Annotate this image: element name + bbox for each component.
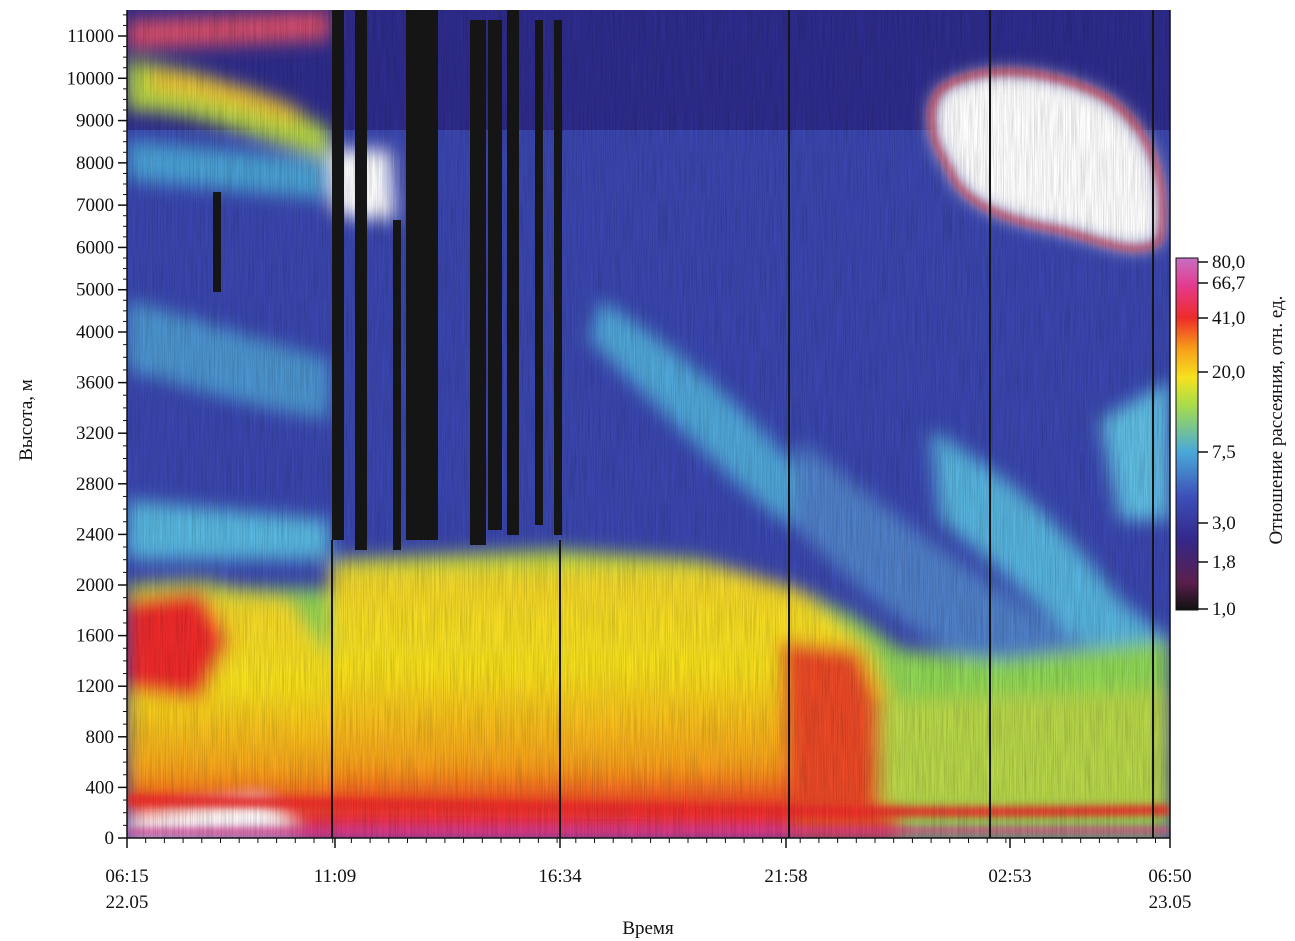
- colorbar-tick-label: 3,0: [1212, 513, 1236, 534]
- y-tick-label: 400: [86, 777, 115, 798]
- colorbar: 80,066,7 41,0 20,0 7,5 3,0 1,8 1,0 Отношение р…: [1175, 252, 1287, 620]
- colorbar-title: Отношение рассеяния, отн. ед.: [1266, 296, 1287, 545]
- y-tick-label: 6000: [76, 237, 114, 258]
- y-tick-label: 800: [86, 727, 115, 748]
- y-tick-label: 4000: [76, 322, 114, 343]
- y-tick-label: 10000: [67, 68, 115, 89]
- x-tick-label: 11:09: [314, 866, 357, 887]
- y-tick-label: 2800: [76, 474, 114, 495]
- colorbar-ticks: 80,066,7 41,0 20,0 7,5 3,0 1,8 1,0: [1198, 252, 1245, 620]
- colorbar-tick-label: 20,0: [1212, 362, 1245, 383]
- y-tick-label: 1200: [76, 676, 114, 697]
- y-axis-title: Высота, м: [16, 379, 37, 461]
- y-tick-label: 3600: [76, 373, 114, 394]
- colorbar-tick-label: 7,5: [1212, 442, 1236, 463]
- y-tick-label: 7000: [76, 195, 114, 216]
- x-axis: 06:15 22.05 11:09 16:34 21:58 02:53 06:50 23.05: [105, 838, 1192, 913]
- y-tick-label: 5000: [76, 280, 114, 301]
- colorbar-tick-label: 41,0: [1212, 308, 1245, 329]
- x-date-label: 23.05: [1149, 892, 1192, 913]
- x-tick-label: 06:50: [1148, 866, 1191, 887]
- y-axis: 0 400 800 1200 1600 2000 2400 2800 3200 3600 4000 5…: [67, 14, 127, 849]
- y-tick-label: 2000: [76, 575, 114, 596]
- x-tick-label: 02:53: [988, 866, 1031, 887]
- y-tick-label: 0: [105, 828, 115, 849]
- heatmap-image: [127, 10, 1170, 838]
- y-tick-label: 2400: [76, 524, 114, 545]
- colorbar-tick-label: 66,7: [1212, 273, 1245, 294]
- colorbar-gradient: [1175, 257, 1199, 611]
- y-tick-label: 8000: [76, 153, 114, 174]
- y-tick-label: 1600: [76, 626, 114, 647]
- colorbar-tick-label: 1,8: [1212, 552, 1236, 573]
- x-date-label: 22.05: [106, 892, 149, 913]
- x-tick-label: 16:34: [538, 866, 582, 887]
- y-tick-label: 11000: [67, 26, 114, 47]
- x-axis-title: Время: [622, 918, 674, 939]
- colorbar-tick-label: 80,0: [1212, 252, 1245, 273]
- x-tick-label: 21:58: [764, 866, 807, 887]
- y-tick-label: 3200: [76, 423, 114, 444]
- colorbar-tick-label: 1,0: [1212, 599, 1236, 620]
- y-tick-label: 9000: [76, 111, 114, 132]
- plot-frame: [126, 10, 1171, 839]
- x-tick-label: 06:15: [105, 866, 148, 887]
